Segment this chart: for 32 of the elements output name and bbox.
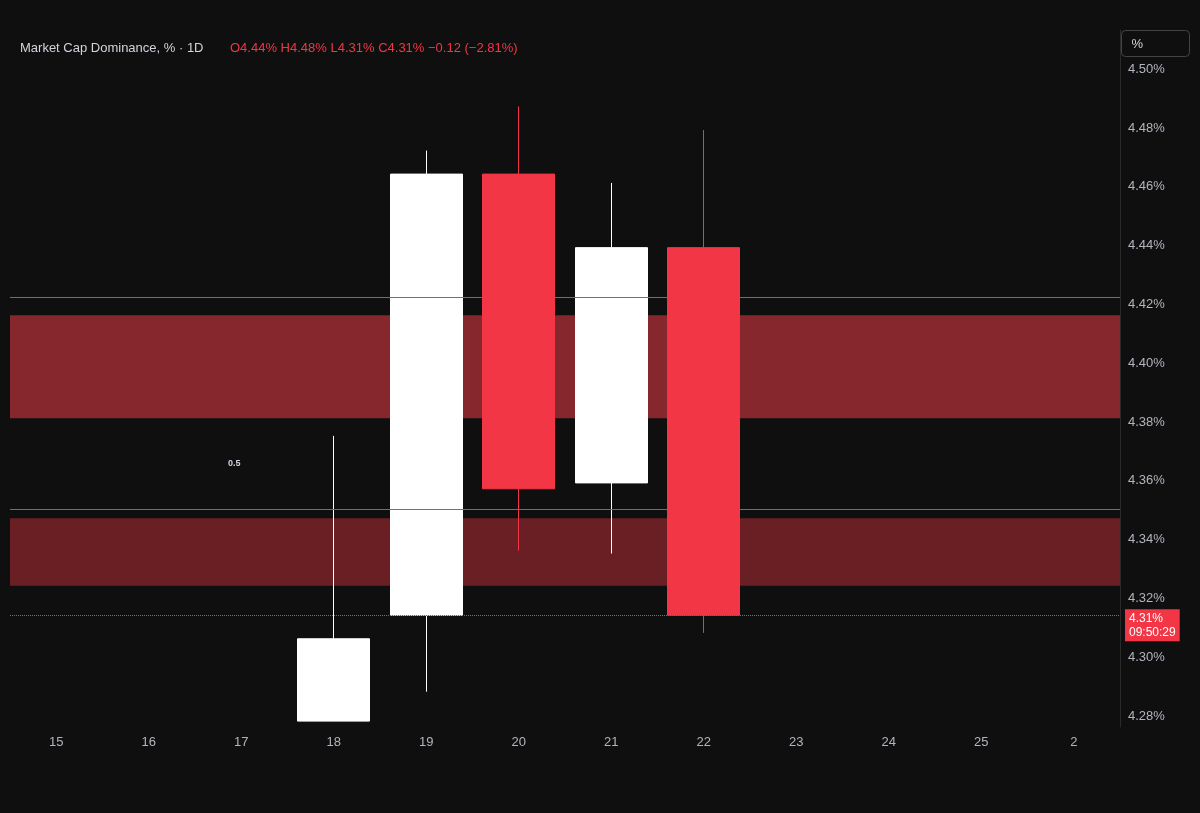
candlestick bbox=[297, 435, 370, 722]
x-tick-label: 23 bbox=[789, 734, 804, 749]
x-tick-label: 21 bbox=[604, 734, 619, 749]
y-tick-label: 4.42% bbox=[1128, 296, 1166, 312]
candlestick bbox=[575, 182, 648, 554]
y-tick-label: 4.46% bbox=[1128, 178, 1166, 194]
text: % bbox=[1131, 35, 1144, 51]
x-tick-label: 15 bbox=[49, 734, 64, 749]
x-tick-label: 25 bbox=[974, 734, 989, 749]
y-tick-label: 4.34% bbox=[1128, 531, 1166, 547]
y-tick-label: 4.50% bbox=[1128, 60, 1166, 76]
candlestick bbox=[390, 150, 463, 693]
x-tick-label: 22 bbox=[696, 734, 711, 749]
x-tick-label: 16 bbox=[141, 734, 156, 749]
y-tick-label: 4.38% bbox=[1128, 413, 1166, 429]
x-tick-label: 24 bbox=[881, 734, 896, 749]
text: O4.44% H4.48% L4.31% C4.31% −0.12 (−2.81%) bbox=[230, 40, 518, 55]
annotation: 0.5 bbox=[228, 457, 241, 468]
y-tick-label: 4.48% bbox=[1128, 119, 1166, 135]
y-tick-label: 4.44% bbox=[1128, 237, 1166, 253]
x-tick-label: 2 bbox=[1070, 734, 1078, 749]
y-tick-label: 4.36% bbox=[1128, 472, 1166, 488]
x-tick-label: 20 bbox=[511, 734, 526, 749]
text: Market Cap Dominance, % · 1D bbox=[20, 40, 204, 55]
ref-line-label: 4.31% 09:50:29 bbox=[1129, 611, 1177, 640]
y-tick-label: 4.28% bbox=[1128, 707, 1166, 723]
x-tick-label: 18 bbox=[326, 734, 341, 749]
y-tick-label: 4.30% bbox=[1128, 648, 1166, 664]
x-tick-label: 17 bbox=[234, 734, 249, 749]
x-tick-label: 19 bbox=[419, 734, 434, 749]
y-tick-label: 4.32% bbox=[1128, 590, 1166, 606]
y-tick-label: 4.40% bbox=[1128, 354, 1166, 370]
